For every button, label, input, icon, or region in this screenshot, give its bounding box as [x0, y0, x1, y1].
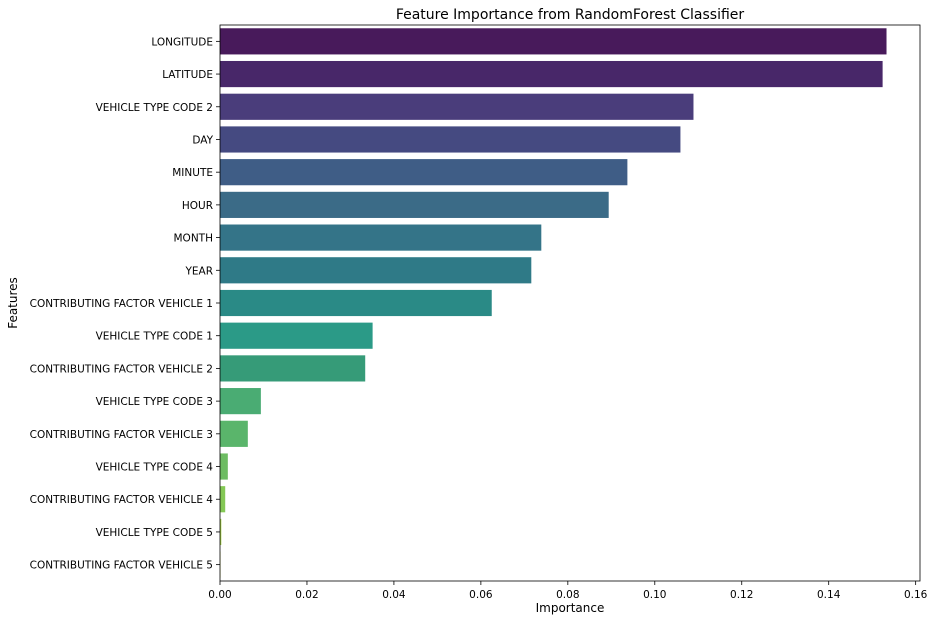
- y-tick-label: LONGITUDE: [151, 36, 213, 48]
- x-tick-label: 0.14: [817, 589, 841, 601]
- x-tick-label: 0.08: [556, 589, 579, 601]
- y-tick-label: CONTRIBUTING FACTOR VEHICLE 5: [30, 560, 213, 572]
- x-axis-ticks: 0.00 0.02 0.04 0.06 0.08 0.10 0.12 0.14 0.16: [208, 581, 927, 601]
- y-tick-label: VEHICLE TYPE CODE 1: [96, 331, 213, 343]
- bar: [220, 388, 261, 414]
- bar: [220, 126, 680, 152]
- bar: [220, 257, 531, 283]
- x-tick-label: 0.10: [643, 589, 666, 601]
- y-tick-label: VEHICLE TYPE CODE 5: [96, 527, 213, 539]
- x-axis-label: Importance: [536, 601, 605, 615]
- bar: [220, 421, 248, 447]
- bar: [220, 355, 365, 381]
- x-tick-label: 0.12: [730, 589, 753, 601]
- y-tick-label: CONTRIBUTING FACTOR VEHICLE 1: [30, 298, 213, 310]
- y-tick-label: MONTH: [174, 233, 214, 245]
- x-tick-label: 0.00: [208, 589, 231, 601]
- y-tick-label: YEAR: [184, 265, 213, 277]
- bar: [220, 453, 228, 479]
- bar: [220, 61, 883, 87]
- x-tick-label: 0.02: [295, 589, 318, 601]
- y-tick-label: LATITUDE: [162, 69, 213, 81]
- y-tick-label: HOUR: [182, 200, 213, 212]
- bar: [220, 486, 225, 512]
- bars-group: [220, 28, 887, 577]
- y-tick-label: VEHICLE TYPE CODE 3: [96, 396, 213, 408]
- bar: [220, 159, 627, 185]
- chart-title: Feature Importance from RandomForest Cla…: [396, 7, 745, 23]
- bar: [220, 323, 373, 349]
- y-tick-label: CONTRIBUTING FACTOR VEHICLE 4: [30, 494, 214, 506]
- bar: [220, 94, 693, 120]
- bar: [220, 290, 492, 316]
- x-tick-label: 0.04: [382, 589, 406, 601]
- y-axis-ticks: LONGITUDE LATITUDE VEHICLE TYPE CODE 2 DAY M…: [30, 36, 220, 571]
- bar: [220, 192, 609, 218]
- y-axis-label: Features: [6, 277, 20, 329]
- bar: [220, 28, 887, 54]
- y-tick-label: VEHICLE TYPE CODE 4: [96, 462, 214, 474]
- x-tick-label: 0.06: [469, 589, 493, 601]
- bar: [220, 225, 541, 251]
- y-tick-label: VEHICLE TYPE CODE 2: [96, 102, 213, 114]
- y-tick-label: CONTRIBUTING FACTOR VEHICLE 2: [30, 363, 213, 375]
- y-tick-label: DAY: [192, 134, 213, 146]
- y-tick-label: MINUTE: [172, 167, 213, 179]
- y-tick-label: CONTRIBUTING FACTOR VEHICLE 3: [30, 429, 213, 441]
- x-tick-label: 0.16: [904, 589, 928, 601]
